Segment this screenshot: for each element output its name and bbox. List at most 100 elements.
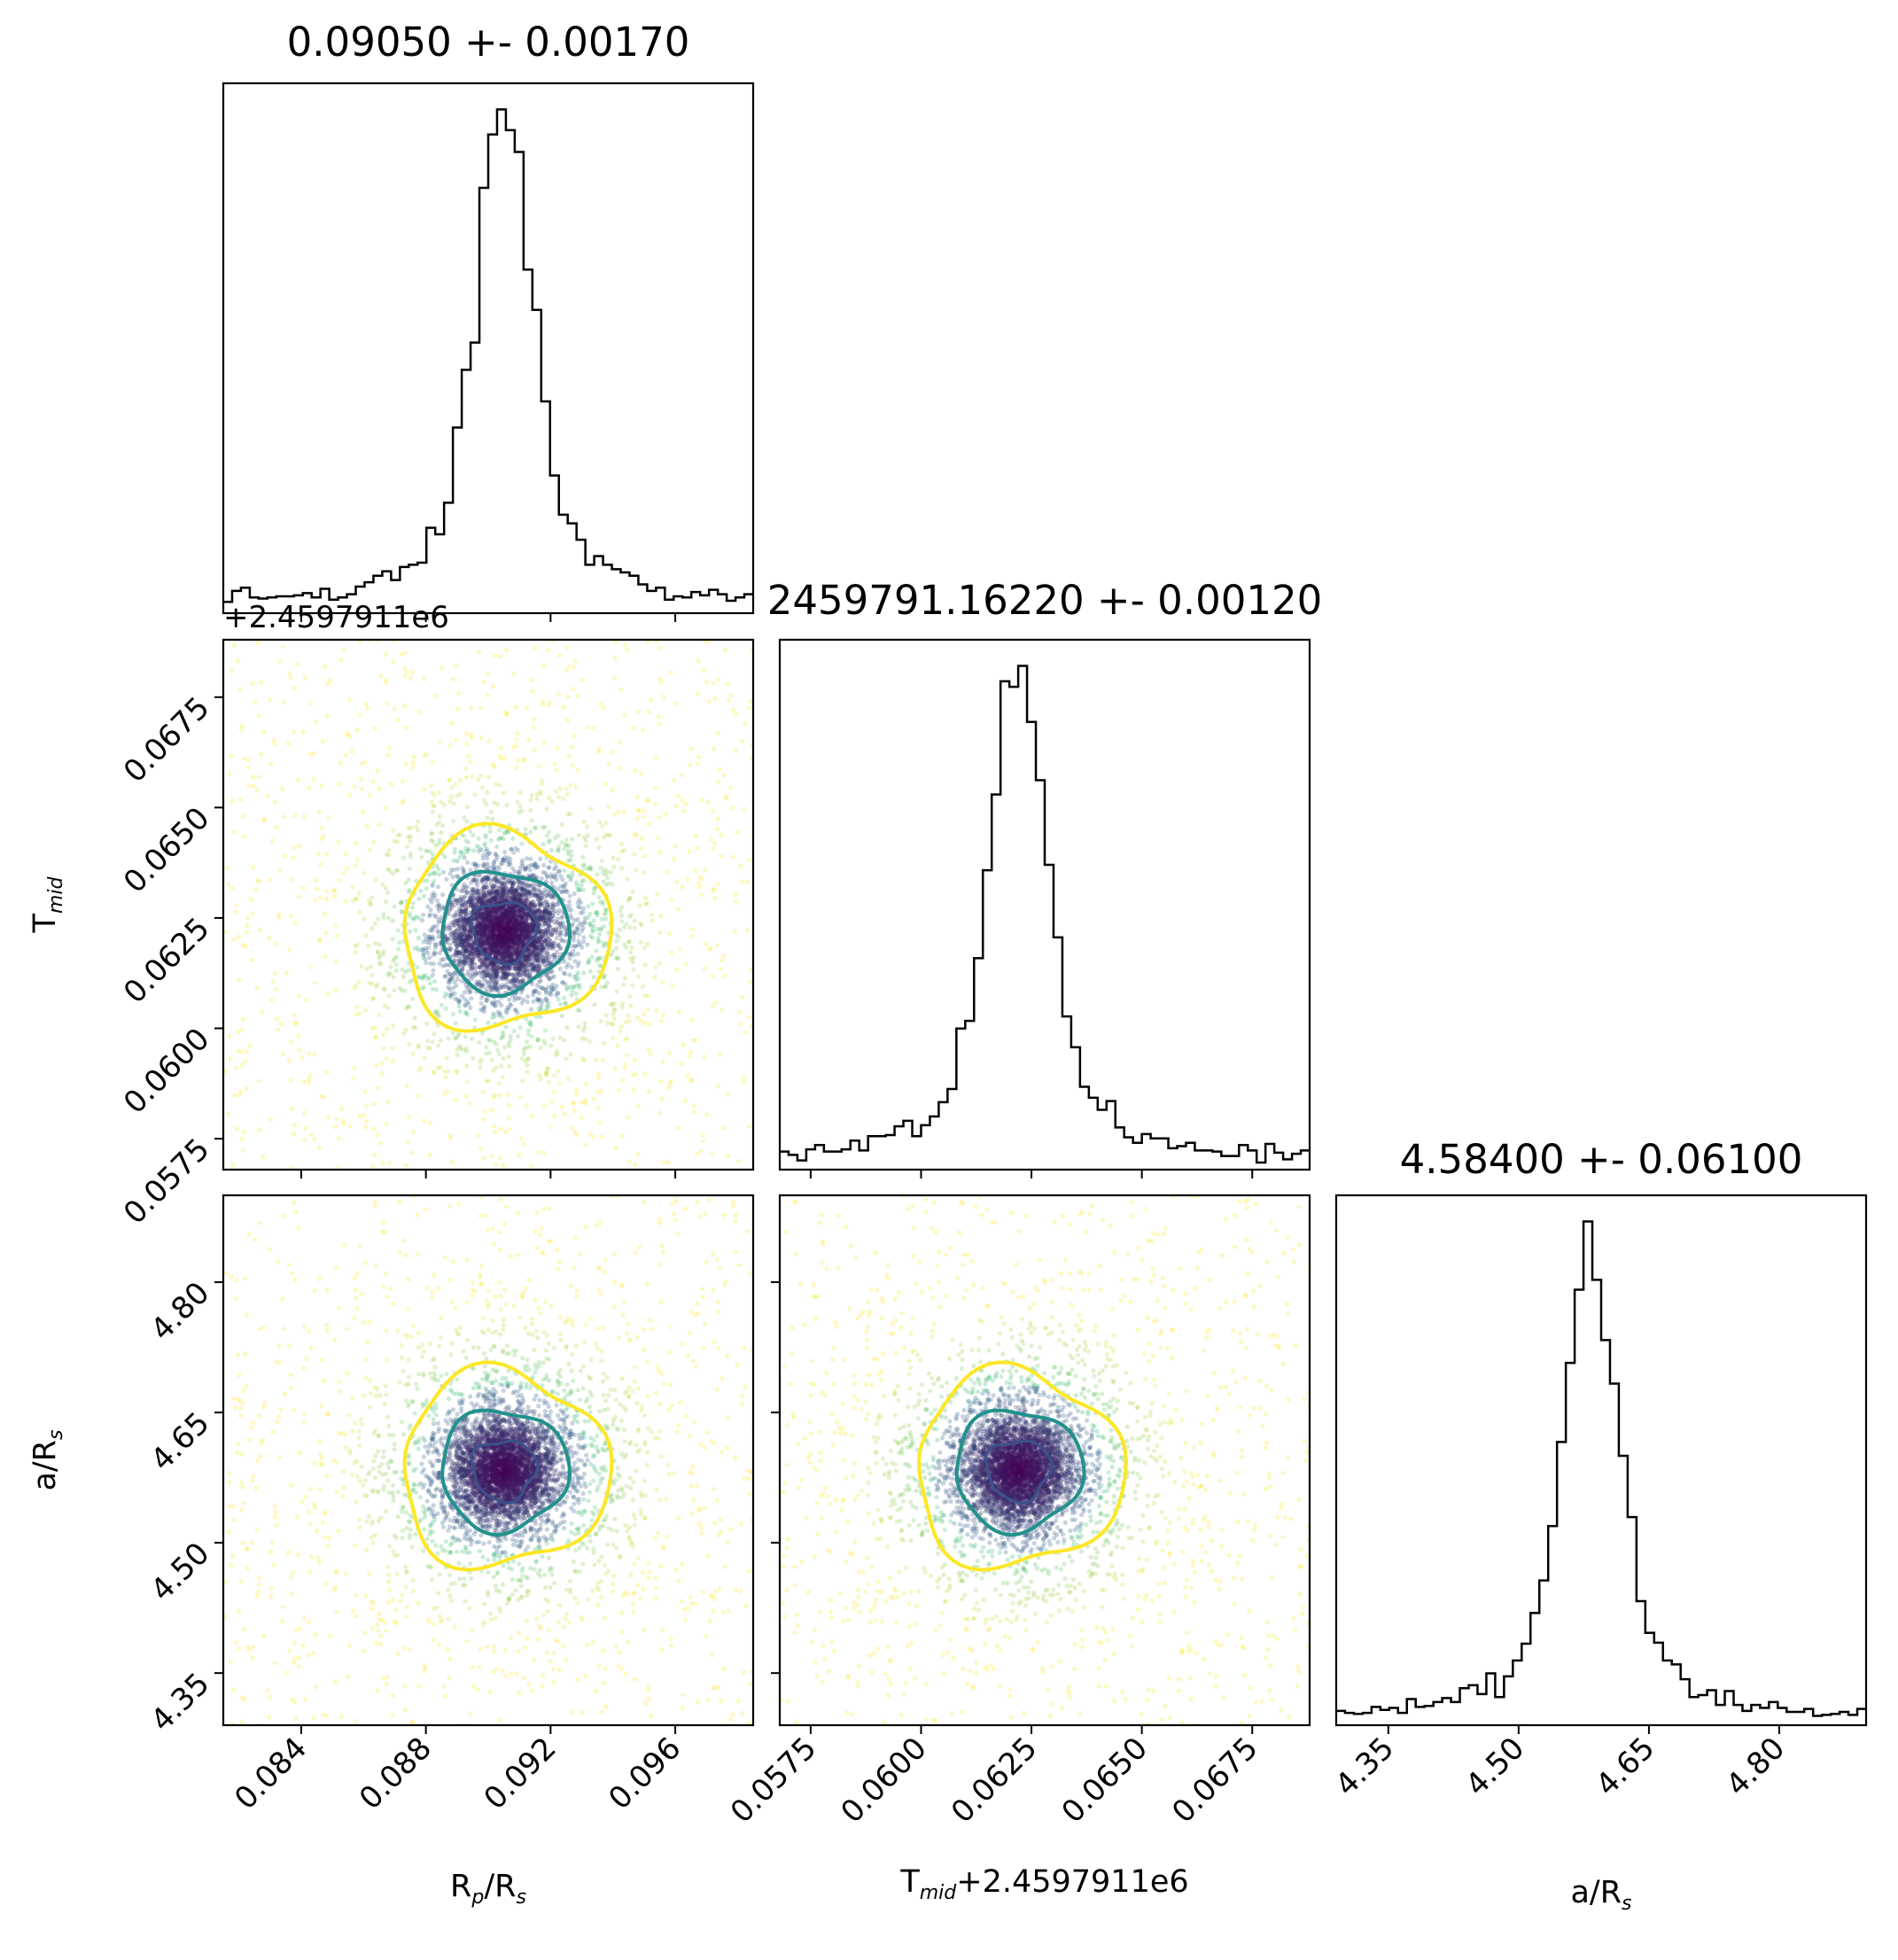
scatter-point [510, 928, 516, 933]
scatter-point [471, 891, 476, 896]
scatter-point [541, 930, 548, 936]
scatter-point [343, 852, 348, 857]
scatter-point [521, 964, 526, 970]
scatter-point [510, 957, 517, 963]
scatter-point [482, 947, 487, 953]
scatter-point [522, 968, 527, 974]
scatter-point [481, 1116, 486, 1122]
scatter-point [464, 731, 470, 736]
scatter-point [565, 718, 571, 723]
scatter-point [521, 757, 526, 762]
scatter-point [430, 1039, 435, 1045]
scatter-point [412, 1015, 417, 1021]
scatter-point [682, 1098, 688, 1103]
scatter-point [517, 965, 522, 971]
scatter-point [386, 745, 392, 751]
scatter-point [502, 926, 508, 931]
scatter-point [469, 946, 474, 952]
scatter-point [638, 1018, 643, 1023]
scatter-point [509, 938, 514, 944]
scatter-point [506, 896, 512, 901]
scatter-point [533, 646, 538, 651]
scatter-point [633, 1163, 638, 1168]
scatter-point [454, 938, 459, 944]
scatter-point [498, 1126, 503, 1132]
scatter-point [489, 897, 494, 903]
scatter-point [546, 920, 552, 925]
scatter-point [350, 898, 355, 903]
scatter-point [415, 945, 420, 951]
scatter-point [515, 914, 521, 920]
scatter-point [533, 945, 539, 950]
scatter-point [462, 882, 467, 887]
scatter-point [492, 947, 497, 953]
scatter-point [323, 889, 329, 894]
scatter-point [390, 1058, 396, 1064]
scatter-point [721, 953, 727, 959]
scatter-point [488, 945, 494, 950]
scatter-point [614, 989, 619, 994]
scatter-point [626, 939, 632, 945]
scatter-point [539, 890, 544, 895]
scatter-point [531, 956, 536, 961]
scatter-point [524, 936, 529, 941]
scatter-point [506, 949, 511, 954]
scatter-point [524, 934, 529, 939]
scatter-point [677, 946, 683, 952]
scatter-point [550, 913, 556, 918]
scatter-point [591, 975, 596, 980]
scatter-point [581, 1058, 587, 1063]
scatter-point [454, 947, 459, 953]
scatter-point [519, 907, 525, 914]
scatter-point [421, 984, 426, 990]
scatter-point [369, 895, 375, 900]
scatter-point [481, 680, 487, 685]
scatter-point [516, 947, 521, 953]
scatter-point [494, 906, 500, 912]
scatter-point [378, 961, 384, 967]
scatter-point [280, 644, 285, 649]
scatter-point [392, 956, 397, 961]
scatter-point [521, 938, 526, 944]
scatter-point [585, 961, 590, 966]
scatter-point [229, 668, 234, 673]
scatter-point [515, 922, 521, 927]
scatter-point [603, 984, 608, 990]
scatter-point [632, 925, 637, 930]
scatter-point [462, 929, 467, 934]
scatter-point [459, 907, 464, 913]
scatter-point [551, 927, 556, 932]
scatter-point [494, 922, 500, 927]
scatter-point [558, 1001, 564, 1007]
scatter-point [660, 980, 665, 985]
scatter-point [463, 908, 469, 914]
scatter-point [485, 898, 491, 904]
scatter-point [451, 939, 456, 945]
scatter-point [268, 1116, 274, 1122]
scatter-point [522, 866, 527, 872]
scatter-point [657, 721, 662, 727]
scatter-point [487, 911, 494, 916]
scatter-point [728, 693, 734, 698]
scatter-point [510, 923, 516, 929]
scatter-point [529, 942, 534, 947]
scatter-point [572, 974, 578, 979]
scatter-point [502, 956, 508, 961]
scatter-point [590, 928, 596, 933]
scatter-point [427, 914, 432, 919]
scatter-point [437, 841, 442, 846]
scatter-point [537, 930, 542, 936]
scatter-point [517, 892, 523, 898]
scatter-point [518, 968, 524, 974]
scatter-point [585, 833, 590, 838]
scatter-point [500, 917, 506, 922]
scatter-point [732, 929, 738, 934]
scatter-point [504, 937, 510, 943]
scatter-point [486, 931, 492, 937]
scatter-point [743, 1030, 749, 1035]
scatter-point [491, 940, 496, 945]
scatter-point [497, 865, 502, 870]
scatter-point [331, 889, 337, 894]
scatter-point [525, 929, 530, 935]
scatter-point [564, 791, 570, 797]
